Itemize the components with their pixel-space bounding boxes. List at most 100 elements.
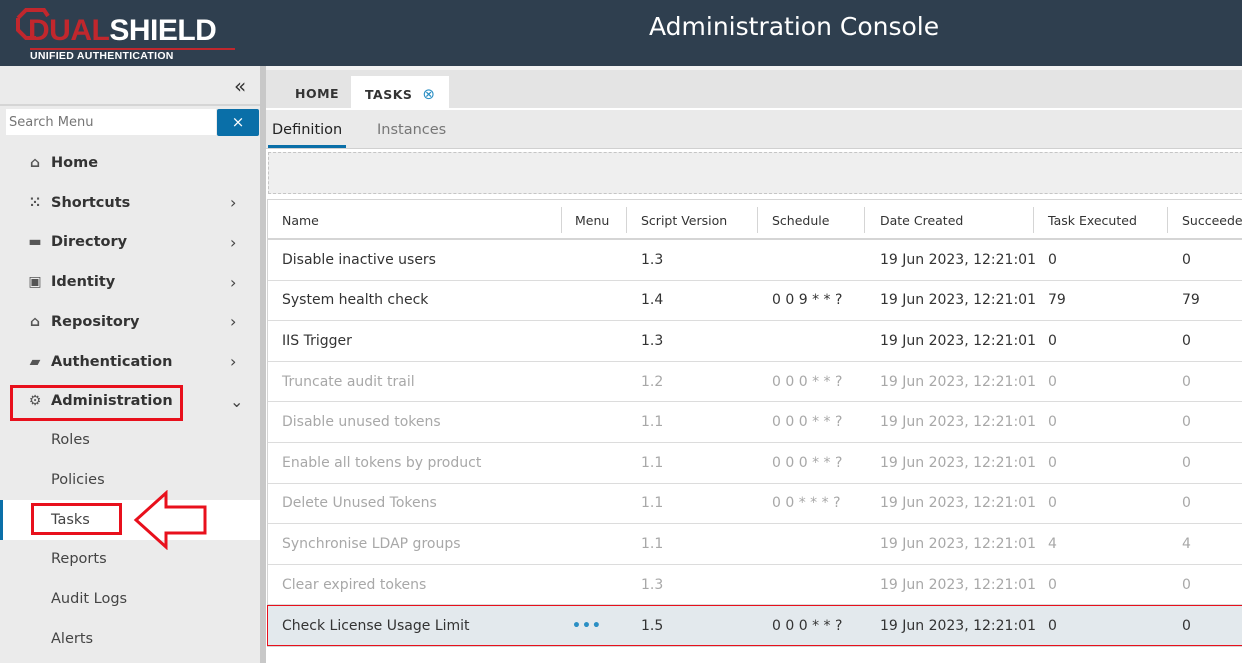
cell-version: 1.1	[641, 414, 664, 431]
row-menu-button[interactable]	[562, 362, 627, 402]
column-header[interactable]: Date Created	[865, 207, 1034, 233]
cell-version: 1.2	[641, 373, 664, 390]
tab-home[interactable]: HOME	[295, 86, 340, 101]
sidebar-item-home[interactable]: ⌂ Home	[0, 143, 260, 183]
sidebar-subitem-roles[interactable]: Roles	[51, 432, 90, 448]
cell-schedule	[758, 240, 865, 280]
cell-executed: 0	[1048, 576, 1057, 593]
table-row[interactable]: Delete Unused Tokens 1.1 0 0 * * * ? 19 Jun…	[268, 484, 1242, 525]
cell-name: Synchronise LDAP groups	[282, 535, 461, 552]
tab-definition[interactable]: Definition	[268, 110, 347, 148]
cell-name: Delete Unused Tokens	[282, 495, 437, 512]
cell-executed: 79	[1048, 292, 1066, 309]
sidebar	[0, 66, 260, 663]
cell-version: 1.3	[641, 251, 664, 268]
cell-executed: 0	[1048, 373, 1057, 390]
sidebar-subitem-alerts[interactable]: Alerts	[51, 631, 94, 647]
cell-date: 19 Jun 2023, 12:21:01	[880, 332, 1036, 349]
folder-icon: ▬	[28, 234, 42, 251]
cell-version: 1.5	[641, 617, 664, 634]
table-row[interactable]: Synchronise LDAP groups 1.1 19 Jun 2023, 1…	[268, 524, 1242, 565]
sidebar-item-label: Administration	[51, 393, 173, 410]
cell-succeeded: 79	[1182, 292, 1200, 309]
cell-executed: 0	[1048, 332, 1057, 349]
chevron-icon: ›	[230, 193, 237, 213]
column-header[interactable]: Task Executed	[1034, 207, 1168, 233]
tab-instances[interactable]: Instances	[377, 122, 447, 138]
table-row[interactable]: Enable all tokens by product 1.1 0 0 0 * *…	[268, 443, 1242, 484]
search-clear-button[interactable]: ×	[217, 109, 259, 136]
chevron-icon: ›	[230, 352, 237, 371]
cell-name: Disable inactive users	[282, 251, 436, 268]
sidebar-subitem-tasks[interactable]: Tasks	[0, 499, 260, 540]
chevron-icon: ›	[230, 232, 237, 252]
column-header[interactable]: Script Version	[627, 207, 758, 233]
table-row[interactable]: System health check 1.4 0 0 9 * * ? 19 Jun …	[268, 281, 1242, 322]
sidebar-item-authentication[interactable]: ▰ Authentication ›	[0, 342, 260, 382]
sidebar-item-directory[interactable]: ▬ Directory ›	[0, 222, 260, 262]
sidebar-item-identity[interactable]: ▣ Identity ›	[0, 262, 260, 302]
sub-tabs: Definition Instances	[266, 110, 1242, 149]
cell-date: 19 Jun 2023, 12:21:01	[880, 251, 1036, 268]
grid-icon: ⁙	[29, 194, 41, 211]
cell-date: 19 Jun 2023, 12:21:01	[880, 292, 1036, 309]
row-menu-button[interactable]	[562, 402, 627, 442]
logo-text-shield: SHIELD	[109, 14, 217, 47]
cell-executed: 0	[1048, 454, 1057, 471]
sidebar-subitem-policies[interactable]: Policies	[51, 471, 105, 488]
cell-executed: 4	[1048, 535, 1057, 552]
table-row[interactable]: Clear expired tokens 1.3 19 Jun 2023, 12:2…	[268, 565, 1242, 606]
collapse-sidebar-icon[interactable]: «	[234, 74, 247, 98]
sidebar-scrollbar[interactable]	[260, 66, 266, 663]
sidebar-item-repository[interactable]: ⌂ Repository ›	[0, 302, 260, 342]
logo-shield-icon	[16, 8, 50, 40]
row-menu-button[interactable]: •••	[572, 617, 602, 634]
cell-version: 1.1	[641, 454, 664, 471]
cell-version: 1.3	[641, 332, 664, 349]
sidebar-item-shortcuts[interactable]: ⁙ Shortcuts ›	[0, 183, 260, 223]
column-header[interactable]: Succeeded	[1182, 212, 1242, 228]
cell-name: Check License Usage Limit	[282, 617, 470, 634]
cell-date: 19 Jun 2023, 12:21:01	[880, 617, 1036, 634]
home-icon: ⌂	[29, 155, 41, 171]
cell-name: Disable unused tokens	[282, 414, 441, 431]
row-menu-button[interactable]	[562, 484, 627, 524]
bank-icon: ⌂	[29, 313, 41, 330]
sidebar-subitem-audit-logs[interactable]: Audit Logs	[51, 591, 128, 608]
row-menu-button[interactable]	[562, 281, 627, 321]
row-menu-button[interactable]	[562, 524, 627, 564]
cell-version: 1.1	[641, 535, 664, 552]
table-row[interactable]: IIS Trigger 1.3 19 Jun 2023, 12:21:01 0 0	[268, 321, 1242, 362]
sidebar-item-administration[interactable]: ⚙ Administration ⌄	[0, 381, 260, 421]
tab-tasks-label: TASKS	[365, 87, 413, 102]
cell-succeeded: 0	[1182, 617, 1191, 634]
row-menu-button[interactable]	[562, 443, 627, 483]
page-title: Administration Console	[649, 12, 940, 41]
sidebar-subitem-reports[interactable]: Reports	[51, 551, 107, 568]
cell-schedule: 0 0 0 * * ?	[772, 414, 843, 431]
close-tab-icon[interactable]: ⊗	[422, 85, 436, 103]
table-row[interactable]: Check License Usage Limit ••• 1.5 0 0 0 * *…	[267, 605, 1242, 646]
toolbar	[268, 152, 1242, 194]
dualshield-logo: DUALSHIELD UNIFIED AUTHENTICATION	[14, 8, 239, 62]
cell-succeeded: 0	[1182, 251, 1191, 268]
row-menu-button[interactable]	[562, 240, 627, 280]
table-row[interactable]: Disable inactive users 1.3 19 Jun 2023, 12…	[268, 240, 1242, 281]
cell-date: 19 Jun 2023, 12:21:01	[880, 414, 1036, 431]
id-badge-icon: ▣	[28, 274, 42, 291]
table-row[interactable]: Disable unused tokens 1.1 0 0 0 * * ? 19 Ju…	[268, 402, 1242, 443]
table-row[interactable]: Truncate audit trail 1.2 0 0 0 * * ? 19 Jun…	[268, 362, 1242, 403]
row-menu-button[interactable]	[562, 321, 627, 361]
row-menu-button[interactable]	[562, 565, 627, 605]
column-header[interactable]: Schedule	[758, 207, 865, 233]
search-menu-input[interactable]	[6, 109, 216, 135]
cell-name: System health check	[282, 292, 429, 309]
cell-schedule: 0 0 0 * * ?	[772, 617, 843, 634]
column-header[interactable]: Menu	[562, 207, 627, 233]
tab-bar: HOME TASKS ⊗	[266, 66, 1242, 112]
red-arrow-icon	[133, 490, 207, 550]
tab-tasks[interactable]: TASKS ⊗	[351, 76, 449, 112]
column-header[interactable]: Name	[268, 207, 562, 233]
cell-schedule: 0 0 0 * * ?	[772, 373, 843, 390]
wallet-icon: ▰	[29, 353, 41, 370]
